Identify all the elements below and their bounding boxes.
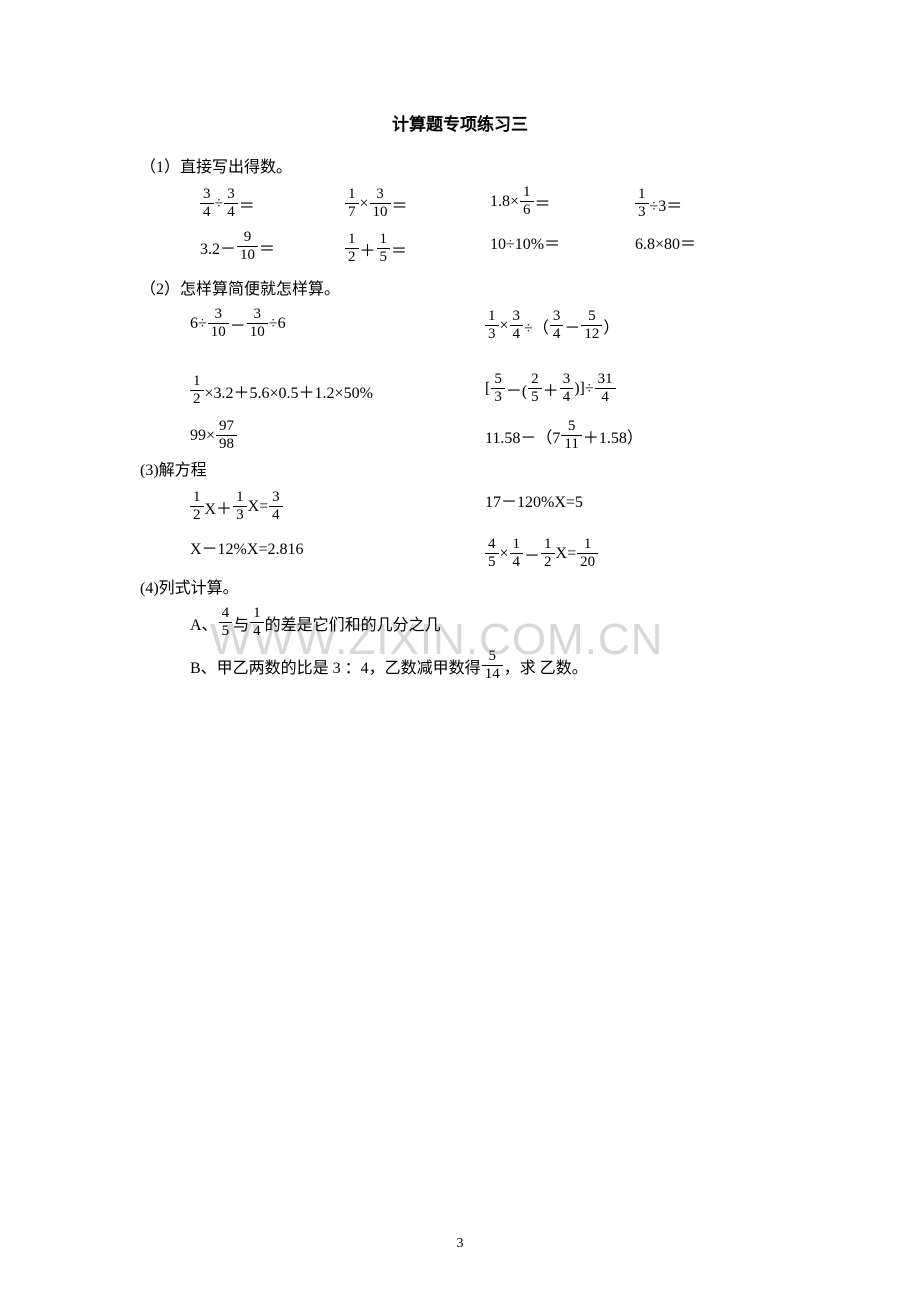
s1-row1: 34 ÷ 34 ＝ 17 × 310 ＝ 1.8× 16 ＝ 13 [140,185,780,220]
s3-row1: 12 X＋ 13 X= 34 17－120%X=5 [140,488,780,523]
s4-item-b: B、甲乙两数的比是 3 ：4，乙数减甲数得 514 ，求 乙数。 [140,649,780,682]
s3-item-b: 17－120%X=5 [485,488,780,523]
s1-item-d: 13 ÷3＝ [635,185,780,220]
s3-row2: X－12%X=2.816 45 × 14 － 12 X= 120 [140,535,780,570]
s1-item-b: 17 × 310 ＝ [345,185,490,220]
s2-item-b: 13 × 34 ÷（ 34 － 512 ） [485,307,780,342]
document-content: 计算题专项练习三 （1）直接写出得数。 34 ÷ 34 ＝ 17 × 310 ＝… [140,110,780,682]
s1-item-c: 1.8× 16 ＝ [490,185,635,220]
s2-item-a: 6÷ 310 － 310 ÷6 [190,307,485,342]
s1-item-a: 34 ÷ 34 ＝ [200,185,345,220]
section-3-header: (3)解方程 [140,456,780,480]
s2-item-d: [ 53 －( 25 ＋ 34 )]÷ 314 [485,372,780,407]
page-title: 计算题专项练习三 [140,110,780,135]
s1-item-e: 3.2－ 910 ＝ [200,230,345,265]
s2-row1: 6÷ 310 － 310 ÷6 13 × 34 ÷（ 34 － 512 ） [140,307,780,342]
s1-item-h: 6.8×80＝ [635,230,780,265]
section-1-header: （1）直接写出得数。 [140,153,780,177]
s2-item-c: 12 ×3.2＋5.6×0.5＋1.2×50% [190,372,485,407]
s2-item-f: 11.58－（7 511 ＋1.58） [485,419,780,452]
s1-item-g: 10÷10%＝ [490,230,635,265]
s2-row2: 12 ×3.2＋5.6×0.5＋1.2×50% [ 53 －( 25 ＋ 34 … [140,372,780,407]
page-number: 3 [457,1236,464,1252]
s2-row3: 99× 9798 11.58－（7 511 ＋1.58） [140,419,780,452]
s1-row2: 3.2－ 910 ＝ 12 ＋ 15 ＝ 10÷10%＝ 6.8×80＝ [140,230,780,265]
s3-item-c: X－12%X=2.816 [190,535,485,570]
s3-item-d: 45 × 14 － 12 X= 120 [485,535,780,570]
s1-item-f: 12 ＋ 15 ＝ [345,230,490,265]
section-4-header: (4)列式计算。 [140,574,780,598]
section-2-header: （2）怎样算简便就怎样算。 [140,275,780,299]
s4-item-a: A、 45 与 14 的差是它们和的几分之几 [140,606,780,639]
s2-item-e: 99× 9798 [190,419,485,452]
s3-item-a: 12 X＋ 13 X= 34 [190,488,485,523]
